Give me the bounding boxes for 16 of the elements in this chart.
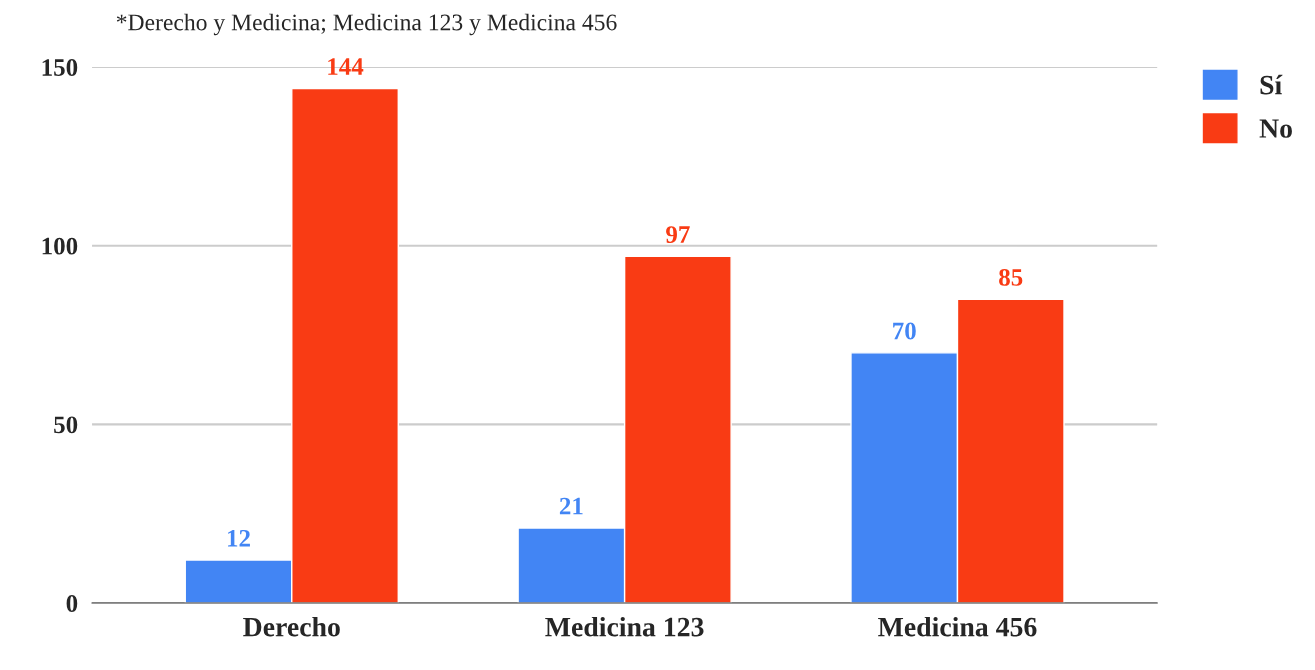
y-tick-label: 0 <box>66 595 78 612</box>
data-label: 12 <box>228 529 250 547</box>
x-tick-label: Medicina 123 <box>545 616 704 637</box>
data-label: 144 <box>328 58 364 75</box>
x-tick-label: Medicina 456 <box>878 616 1037 637</box>
legend-label: No <box>1259 119 1292 138</box>
data-label: 97 <box>666 226 690 243</box>
y-tick-label: 100 <box>42 237 78 255</box>
y-tick-label: 50 <box>54 416 78 434</box>
x-tick-label: Derecho <box>243 616 340 637</box>
data-label: 85 <box>999 268 1023 286</box>
y-tick-label: 150 <box>42 59 78 76</box>
text: *Derecho y Medicina; Medicina 123 y Medicina 456 <box>116 13 617 36</box>
legend-label: Sí <box>1260 74 1283 95</box>
data-label: 70 <box>893 322 916 340</box>
data-label: 21 <box>559 497 583 515</box>
